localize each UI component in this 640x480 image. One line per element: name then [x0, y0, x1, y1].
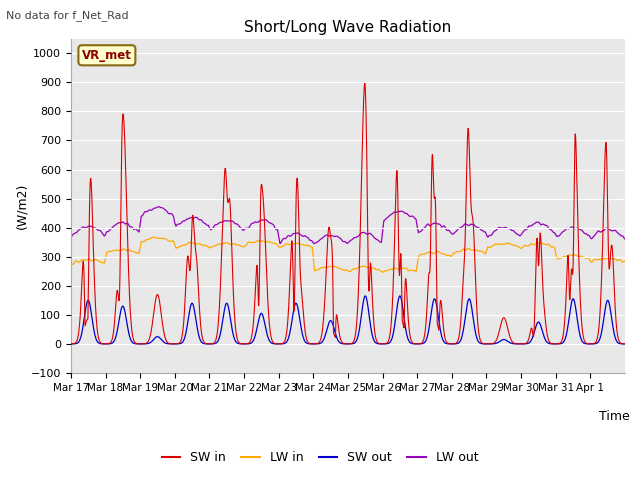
LW out	[67, 234, 75, 240]
LW in	[527, 240, 535, 246]
LW in	[379, 269, 387, 275]
Text: VR_met: VR_met	[82, 49, 132, 62]
LW in	[399, 265, 406, 271]
SW in	[621, 341, 629, 347]
Legend: SW in, LW in, SW out, LW out: SW in, LW in, SW out, LW out	[157, 446, 483, 469]
SW out	[483, 341, 490, 347]
LW in	[149, 234, 157, 240]
SW in	[369, 299, 376, 304]
SW in	[67, 341, 75, 347]
LW in	[67, 262, 75, 267]
SW out	[182, 331, 189, 336]
LW out	[399, 208, 406, 214]
SW out	[399, 301, 406, 307]
SW out	[542, 337, 550, 343]
Text: No data for f_Net_Rad: No data for f_Net_Rad	[6, 10, 129, 21]
SW in	[500, 315, 508, 321]
LW out	[310, 240, 318, 246]
Y-axis label: (W/m2): (W/m2)	[15, 183, 28, 229]
LW out	[527, 223, 535, 228]
Line: LW in: LW in	[71, 237, 625, 272]
LW in	[542, 241, 550, 247]
LW out	[182, 217, 189, 223]
LW out	[500, 225, 508, 231]
LW in	[369, 265, 376, 271]
SW in	[361, 81, 369, 86]
SW out	[621, 341, 629, 347]
LW in	[500, 241, 508, 247]
LW in	[182, 242, 189, 248]
Title: Short/Long Wave Radiation: Short/Long Wave Radiation	[244, 20, 452, 35]
SW in	[182, 283, 189, 289]
SW in	[542, 320, 550, 325]
LW in	[621, 258, 629, 264]
X-axis label: Time: Time	[598, 410, 629, 423]
SW out	[362, 293, 369, 299]
SW out	[67, 341, 75, 347]
LW out	[155, 204, 163, 210]
LW out	[369, 233, 376, 239]
Line: SW out: SW out	[71, 296, 625, 344]
SW in	[399, 318, 406, 324]
Line: LW out: LW out	[71, 207, 625, 243]
SW out	[500, 336, 508, 342]
Line: SW in: SW in	[71, 84, 625, 344]
LW out	[621, 236, 629, 242]
SW out	[527, 337, 535, 343]
SW in	[483, 341, 490, 347]
SW in	[527, 325, 535, 331]
LW out	[542, 222, 550, 228]
SW out	[369, 333, 376, 339]
